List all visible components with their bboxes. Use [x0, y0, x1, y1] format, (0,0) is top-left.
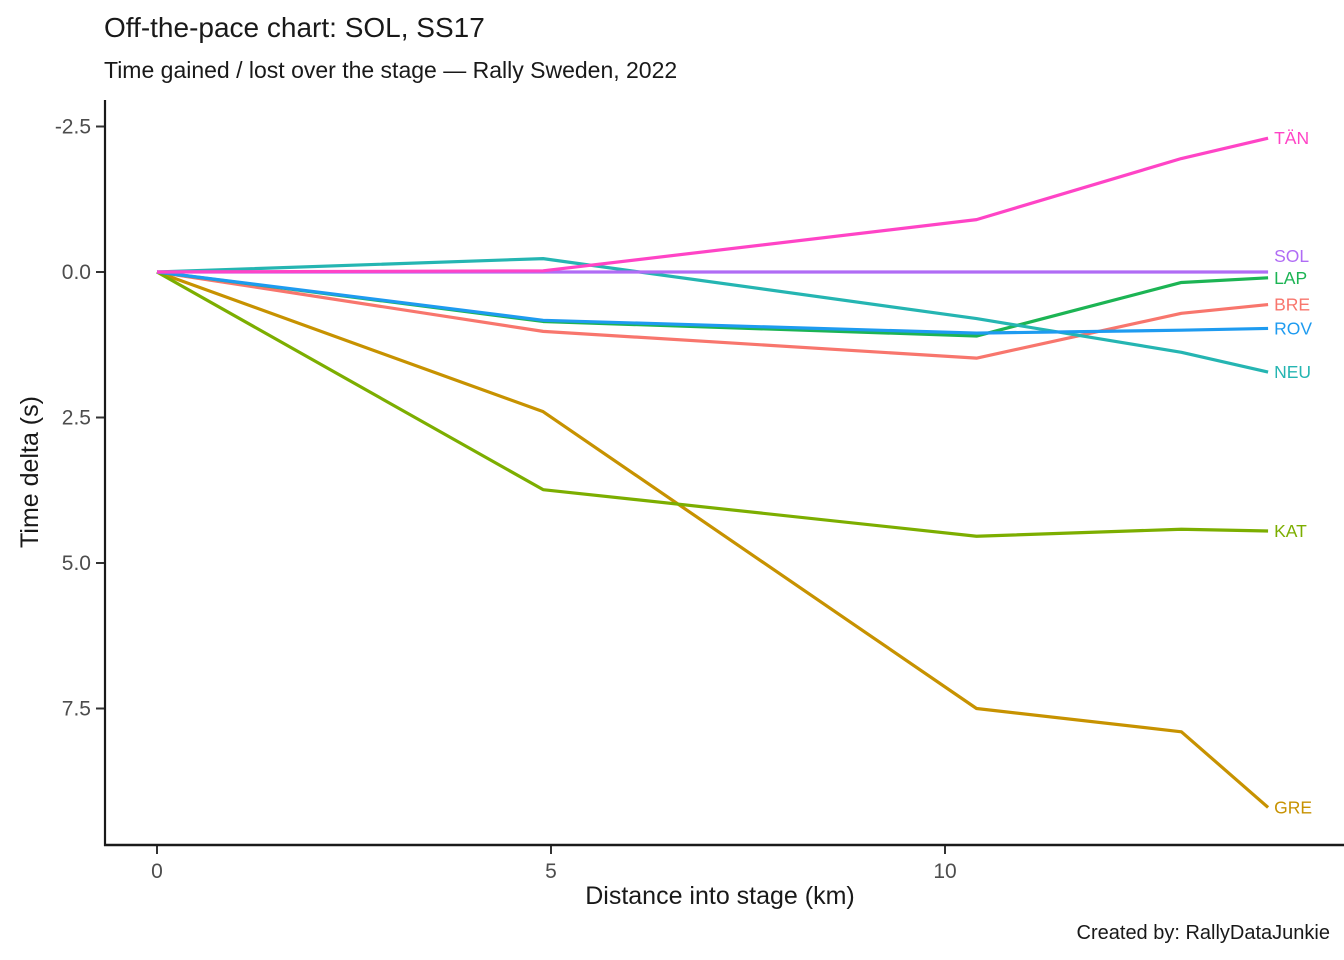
y-tick-label: 7.5 — [62, 698, 91, 721]
credit-caption: Created by: RallyDataJunkie — [1076, 922, 1330, 944]
series-label-TÄN: TÄN — [1274, 128, 1309, 148]
y-tick-label: -2.5 — [55, 116, 91, 139]
series-label-LAP: LAP — [1274, 268, 1307, 288]
series-line-KAT — [156, 270, 1269, 538]
y-axis-title: Time delta (s) — [16, 396, 44, 548]
series-line-ROV — [156, 270, 1269, 335]
plot-area: 0 5 10 -2.5 0.0 2.5 5.0 7.5 BRE GRE KAT LAP NEU ROV SO… — [55, 100, 1344, 883]
series-line-TÄN — [156, 136, 1269, 274]
y-tick-label: 2.5 — [62, 407, 91, 430]
y-tick-label: 5.0 — [62, 552, 91, 575]
series-label-BRE: BRE — [1274, 295, 1310, 315]
chart-subtitle: Time gained / lost over the stage — Rall… — [104, 57, 678, 83]
x-tick-label: 10 — [933, 860, 956, 883]
series-label-SOL: SOL — [1274, 246, 1309, 266]
x-axis-title: Distance into stage (km) — [585, 882, 855, 910]
series-line-NEU — [156, 257, 1269, 374]
series-line-GRE — [156, 270, 1270, 809]
series-label-GRE: GRE — [1274, 797, 1312, 817]
series-label-ROV: ROV — [1274, 318, 1312, 338]
series-label-KAT: KAT — [1274, 521, 1307, 541]
x-tick-label: 0 — [151, 860, 163, 883]
y-tick-label: 0.0 — [62, 261, 91, 284]
series-label-NEU: NEU — [1274, 362, 1311, 382]
x-tick-label: 5 — [545, 860, 557, 883]
chart-title: Off-the-pace chart: SOL, SS17 — [104, 12, 485, 43]
series-line-BRE — [156, 270, 1269, 360]
